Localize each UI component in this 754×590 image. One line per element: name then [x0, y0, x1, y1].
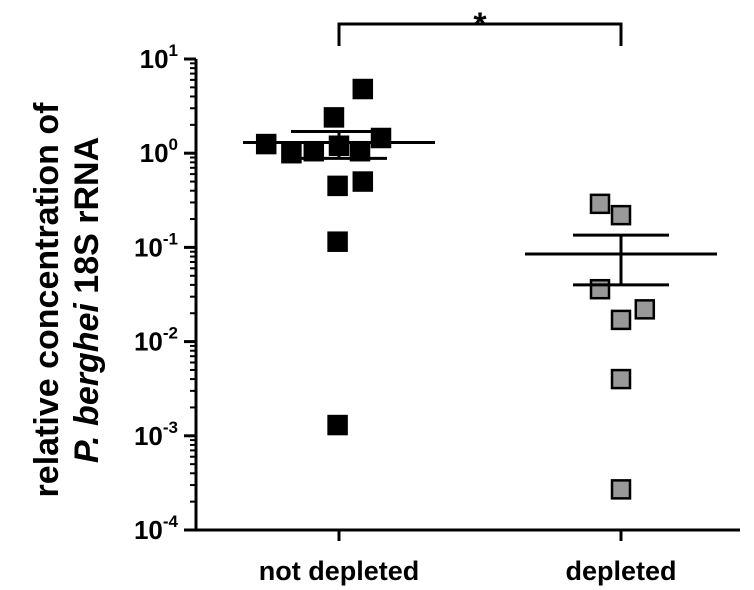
- y-tick-label: 100: [140, 135, 178, 168]
- y-tick-label: 10-4: [134, 512, 179, 545]
- data-point: [327, 414, 348, 436]
- data-point: [352, 78, 374, 100]
- data-point: [589, 278, 611, 300]
- data-point: [589, 193, 611, 215]
- data-point: [327, 231, 348, 252]
- y-tick-base: 10: [134, 327, 163, 357]
- y-tick-base: 10: [140, 138, 169, 168]
- data-point: [323, 107, 345, 128]
- y-tick-label: 10-2: [134, 324, 178, 357]
- y-tick-exponent: 0: [169, 135, 178, 154]
- significance-bracket: *: [337, 6, 623, 46]
- y-axis-label-line1: relative concentration of: [28, 102, 66, 498]
- y-tick-label: 10-1: [134, 229, 178, 262]
- data-point: [610, 368, 632, 390]
- y-tick-label: 101: [140, 41, 178, 74]
- y-tick-exponent: -1: [163, 229, 178, 248]
- y-tick-label: 10-3: [134, 418, 178, 451]
- y-tick-exponent: -4: [163, 512, 179, 531]
- y-tick-exponent: 1: [169, 41, 178, 60]
- data-point: [610, 309, 632, 331]
- mean-sem-bars: [243, 129, 717, 287]
- y-axis-label: relative concentration of: [28, 102, 66, 498]
- x-category-label: depleted: [565, 556, 676, 586]
- x-category-label: not depleted: [259, 556, 420, 586]
- significance-bracket-line: [337, 22, 623, 46]
- y-tick-base: 10: [140, 44, 169, 74]
- data-point: [610, 479, 632, 500]
- y-axis-label-rest: 18S rRNA: [68, 137, 106, 303]
- y-axis-label-line2: P. berghei 18S rRNA: [68, 137, 106, 463]
- data-point: [255, 133, 277, 155]
- data-point: [634, 299, 656, 320]
- data-point: [327, 175, 348, 197]
- y-tick-base: 10: [134, 421, 163, 451]
- y-tick-base: 10: [134, 515, 163, 545]
- y-axis-label-species: P. berghei: [68, 302, 106, 464]
- data-point: [352, 171, 374, 192]
- data-point: [610, 204, 632, 226]
- x-axis: not depleted depleted: [196, 528, 740, 586]
- y-tick-exponent: -2: [163, 324, 178, 343]
- significance-star: *: [473, 6, 487, 44]
- y-tick-exponent: -3: [163, 418, 178, 437]
- y-tick-base: 10: [134, 232, 163, 262]
